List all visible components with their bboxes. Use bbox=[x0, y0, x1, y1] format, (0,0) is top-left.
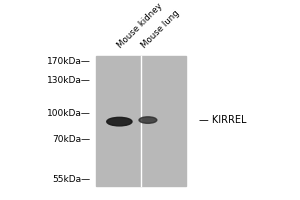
Text: 130kDa—: 130kDa— bbox=[47, 76, 91, 85]
Text: — KIRREL: — KIRREL bbox=[199, 115, 247, 125]
Text: 100kDa—: 100kDa— bbox=[47, 109, 91, 118]
Ellipse shape bbox=[139, 117, 157, 123]
Text: 170kDa—: 170kDa— bbox=[47, 57, 91, 66]
Text: 55kDa—: 55kDa— bbox=[52, 175, 91, 184]
Bar bbox=[97, 56, 186, 186]
Text: Mouse lung: Mouse lung bbox=[140, 9, 181, 50]
Text: 70kDa—: 70kDa— bbox=[52, 135, 91, 144]
Text: Mouse kidney: Mouse kidney bbox=[116, 1, 164, 50]
Ellipse shape bbox=[107, 117, 132, 126]
